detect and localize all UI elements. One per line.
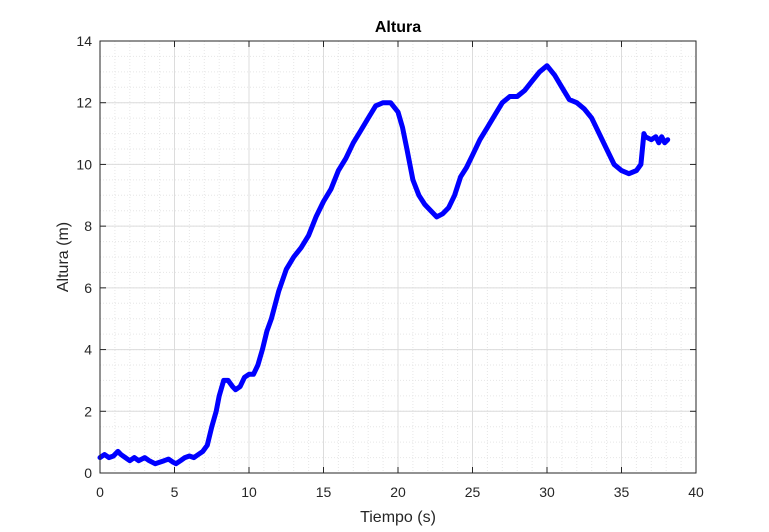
x-tick-label: 10 <box>241 484 257 500</box>
x-tick-label: 5 <box>171 484 179 500</box>
y-tick-label: 6 <box>84 280 92 296</box>
chart-title: Altura <box>375 19 421 36</box>
y-tick-label: 0 <box>84 465 92 481</box>
x-tick-label: 35 <box>614 484 630 500</box>
x-tick-label: 20 <box>390 484 406 500</box>
x-tick-label: 40 <box>688 484 704 500</box>
y-tick-label: 8 <box>84 218 92 234</box>
tick-labels: 0 5 10 15 20 25 30 35 40 0 2 4 6 8 10 12 14 <box>76 33 704 500</box>
series-line-altura <box>97 63 671 467</box>
axis-ticks <box>99 40 697 474</box>
x-tick-label: 15 <box>316 484 332 500</box>
x-tick-label: 0 <box>96 484 104 500</box>
y-tick-label: 10 <box>76 156 92 172</box>
series-layer <box>97 63 671 467</box>
y-tick-label: 14 <box>76 33 92 49</box>
y-axis-label: Altura (m) <box>55 222 72 292</box>
y-tick-label: 4 <box>84 342 92 358</box>
y-tick-label: 2 <box>84 403 92 419</box>
x-tick-label: 30 <box>539 484 555 500</box>
x-axis-label: Tiempo (s) <box>360 509 436 526</box>
x-tick-label: 25 <box>465 484 481 500</box>
y-tick-label: 12 <box>76 95 92 111</box>
